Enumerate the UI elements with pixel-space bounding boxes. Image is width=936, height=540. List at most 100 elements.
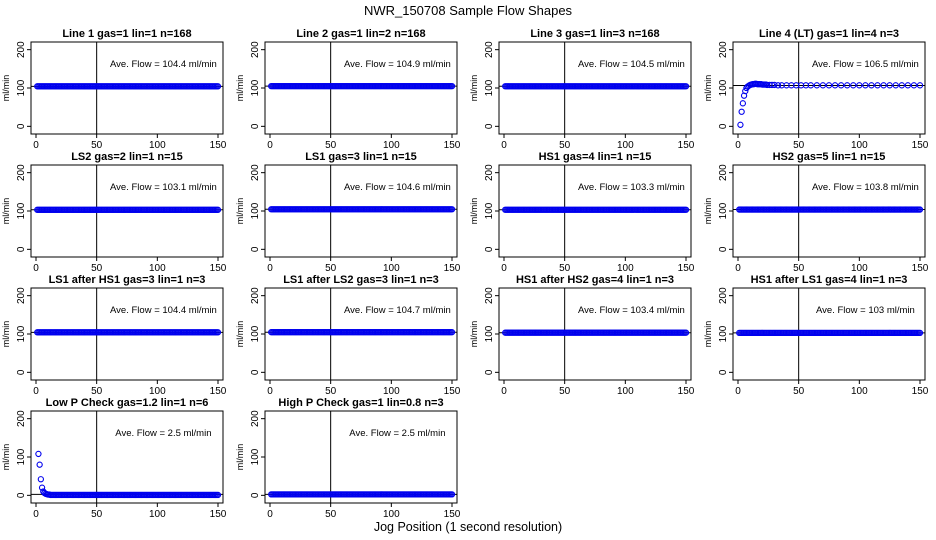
data-point [910, 82, 918, 89]
panel-title: HS1 after HS2 gas=4 lin=1 n=3 [516, 274, 674, 286]
average-flow-annotation: Ave. Flow = 104.6 ml/min [344, 182, 451, 193]
x-tick-label: 150 [210, 509, 227, 520]
data-point [768, 81, 776, 89]
x-tick-label: 150 [912, 386, 929, 397]
panel: LS1 gas=3 lin=1 n=15 0 50 100 150 0 100 200 ml/m… [235, 151, 461, 274]
data-points [736, 329, 924, 336]
y-tick-label: 0 [718, 369, 729, 375]
average-flow-annotation: Ave. Flow = 104.4 ml/min [110, 305, 217, 316]
y-tick-label: 200 [250, 287, 261, 304]
figure-title: NWR_150708 Sample Flow Shapes [364, 3, 573, 18]
data-point [868, 82, 875, 89]
panel: HS2 gas=5 lin=1 n=15 0 50 100 150 0 100 200 ml/m… [703, 151, 929, 274]
data-point [739, 100, 746, 107]
panel: Line 2 gas=1 lin=2 n=168 0 50 100 150 0 100 200… [235, 28, 461, 151]
y-tick-label: 100 [484, 325, 495, 342]
x-tick-label: 100 [383, 140, 400, 151]
data-points [502, 329, 690, 336]
y-tick-label: 0 [16, 369, 27, 375]
x-tick-label: 100 [149, 263, 166, 274]
data-point [850, 82, 857, 89]
data-point [880, 82, 887, 89]
y-tick-label: 100 [16, 79, 27, 96]
x-tick-label: 150 [210, 386, 227, 397]
y-tick-label: 100 [250, 325, 261, 342]
panel-title: Line 2 gas=1 lin=2 n=168 [296, 28, 425, 40]
panel-grid: Line 1 gas=1 lin=1 n=168 0 50 100 150 0 100 200… [1, 28, 929, 520]
y-tick-label: 100 [484, 202, 495, 219]
y-tick-label: 200 [484, 41, 495, 58]
x-tick-label: 100 [617, 140, 634, 151]
panel-title: HS2 gas=5 lin=1 n=15 [773, 151, 886, 163]
average-flow-annotation: Ave. Flow = 103.8 ml/min [812, 182, 919, 193]
y-axis-label: ml/min [469, 75, 479, 102]
data-point [738, 108, 745, 115]
average-flow-annotation: Ave. Flow = 103.4 ml/min [578, 305, 685, 316]
x-tick-label: 50 [559, 263, 571, 274]
x-tick-label: 50 [793, 263, 805, 274]
x-tick-label: 50 [91, 263, 103, 274]
x-tick-label: 50 [793, 386, 805, 397]
y-tick-label: 200 [718, 287, 729, 304]
y-tick-label: 0 [250, 369, 261, 375]
data-point [448, 329, 456, 336]
y-tick-label: 200 [484, 287, 495, 304]
plot-frame [30, 410, 224, 504]
data-point [38, 484, 46, 491]
data-point [874, 82, 881, 89]
x-tick-label: 0 [33, 386, 39, 397]
x-tick-label: 0 [501, 140, 507, 151]
panel-title: LS1 gas=3 lin=1 n=15 [305, 151, 417, 163]
y-tick-label: 100 [16, 448, 27, 465]
x-tick-label: 150 [678, 386, 695, 397]
data-point [856, 82, 863, 89]
y-axis-label: ml/min [235, 75, 245, 102]
y-tick-label: 200 [718, 164, 729, 181]
data-point [36, 461, 43, 468]
y-axis-label: ml/min [703, 198, 713, 225]
average-flow-annotation: Ave. Flow = 104.7 ml/min [344, 305, 451, 316]
data-point [37, 476, 44, 483]
y-axis-label: ml/min [703, 75, 713, 102]
data-point [682, 329, 690, 336]
average-flow-annotation: Ave. Flow = 104.9 ml/min [344, 59, 451, 70]
y-axis-label: ml/min [1, 444, 11, 471]
x-tick-label: 100 [383, 509, 400, 520]
data-point [35, 450, 42, 458]
y-axis-label: ml/min [1, 198, 11, 225]
data-points [34, 329, 222, 336]
y-axis-label: ml/min [235, 198, 245, 225]
data-point [813, 82, 821, 89]
data-point [898, 82, 905, 89]
data-points [502, 206, 690, 213]
y-tick-label: 0 [484, 123, 495, 129]
y-tick-label: 200 [250, 41, 261, 58]
x-tick-label: 50 [325, 140, 337, 151]
data-point [774, 82, 782, 89]
x-tick-label: 0 [501, 386, 507, 397]
y-tick-label: 0 [484, 246, 495, 252]
y-tick-label: 100 [484, 79, 495, 96]
y-tick-label: 100 [250, 202, 261, 219]
panel: Low P Check gas=1.2 lin=1 n=6 0 50 100 150 0 1… [1, 397, 227, 520]
y-tick-label: 100 [250, 448, 261, 465]
average-flow-annotation: Ave. Flow = 2.5 ml/min [115, 428, 211, 439]
y-tick-label: 0 [484, 369, 495, 375]
data-points [268, 82, 456, 90]
y-tick-label: 100 [16, 325, 27, 342]
panel: High P Check gas=1 lin=0.8 n=3 0 50 100 150 0… [235, 397, 461, 520]
panel-title: Low P Check gas=1.2 lin=1 n=6 [46, 397, 209, 409]
x-tick-label: 150 [678, 263, 695, 274]
data-point [886, 82, 893, 89]
panel: HS1 after HS2 gas=4 lin=1 n=3 0 50 100 150 0 1… [469, 274, 695, 397]
data-points [34, 206, 222, 213]
y-tick-label: 0 [718, 123, 729, 129]
y-tick-label: 200 [16, 164, 27, 181]
x-tick-label: 100 [383, 386, 400, 397]
y-tick-label: 0 [250, 246, 261, 252]
panel-title: HS1 gas=4 lin=1 n=15 [539, 151, 652, 163]
y-axis-label: ml/min [235, 321, 245, 348]
data-point [737, 121, 744, 128]
data-point [862, 82, 869, 89]
data-point [771, 81, 778, 89]
